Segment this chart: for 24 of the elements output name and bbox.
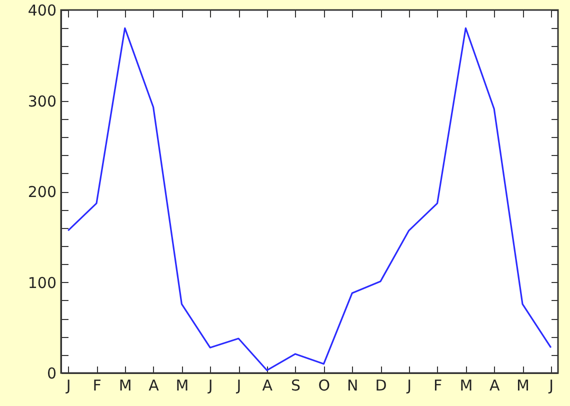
x-tick-label: J — [236, 376, 242, 394]
x-tick-label: A — [148, 376, 160, 394]
y-tick-label: 400 — [28, 2, 56, 20]
x-tick-label: N — [346, 376, 358, 394]
x-tick-label: O — [318, 376, 330, 394]
x-tick-label: M — [460, 376, 473, 394]
x-tick-label: M — [176, 376, 189, 394]
x-tick-label: F — [92, 376, 102, 394]
x-tick-label: J — [406, 376, 412, 394]
y-tick-label: 100 — [28, 274, 56, 292]
y-tick-label: 300 — [28, 92, 56, 110]
x-tick-label: A — [489, 376, 500, 394]
x-tick-label: M — [118, 376, 132, 394]
y-tick-label: 0 — [46, 364, 56, 382]
x-tick-label: M — [516, 376, 530, 394]
x-tick-label: J — [548, 376, 554, 394]
y-tick-label: 200 — [28, 183, 56, 201]
x-tick-label: D — [375, 376, 387, 394]
x-tick-label: J — [207, 376, 213, 394]
x-tick-label: A — [262, 376, 274, 394]
x-tick-label: J — [65, 376, 71, 394]
line-series — [67, 27, 552, 372]
x-tick-label: F — [433, 376, 442, 394]
x-tick-label: S — [291, 376, 301, 394]
